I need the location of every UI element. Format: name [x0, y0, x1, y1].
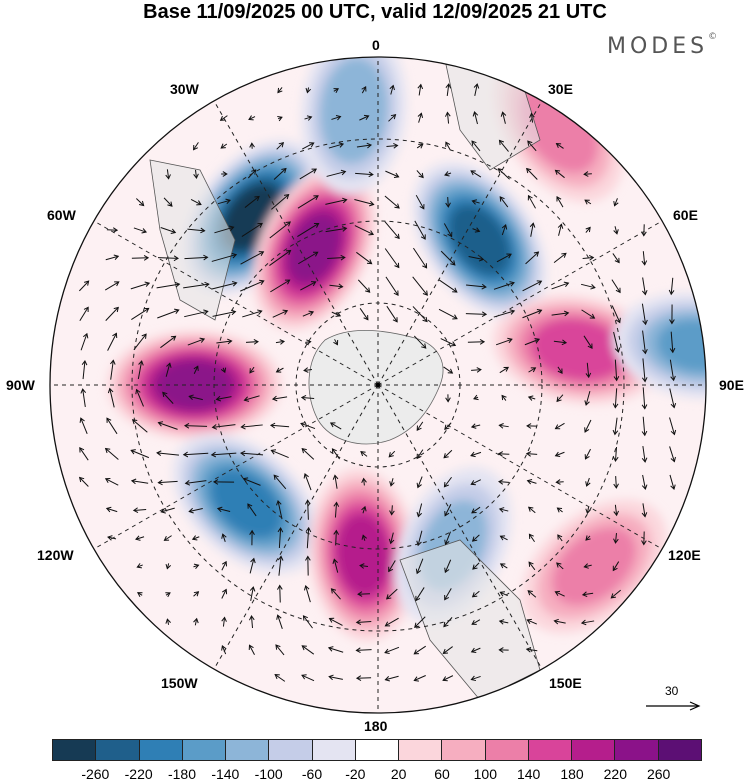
colorbar-cell — [442, 740, 485, 760]
lon-label-120w: 120W — [37, 547, 74, 563]
lon-label-0: 0 — [372, 37, 380, 53]
colorbar-cell — [140, 740, 183, 760]
colorbar-cell — [399, 740, 442, 760]
lon-label-60w: 60W — [47, 207, 76, 223]
colorbar-cell — [572, 740, 615, 760]
colorbar-tick-label: -20 — [345, 766, 365, 782]
map-disc — [40, 22, 750, 730]
colorbar-ticks: -260 -220 -180 -140 -100 -60 -20 20 60 100 140 180 2… — [0, 766, 750, 784]
colorbar-tick-label: 260 — [647, 766, 670, 782]
reference-vector-label: 30 — [665, 684, 678, 698]
colorbar-tick-label: -180 — [168, 766, 196, 782]
lon-label-150w: 150W — [161, 675, 198, 691]
colorbar-tick-label: -220 — [125, 766, 153, 782]
colorbar-cell — [226, 740, 269, 760]
colorbar-cell — [269, 740, 312, 760]
colorbar-cell — [183, 740, 226, 760]
colorbar-tick-label: -260 — [81, 766, 109, 782]
reference-vector — [646, 702, 699, 710]
colorbar-cell — [529, 740, 572, 760]
colorbar-tick-label: 140 — [517, 766, 540, 782]
lon-label-30w: 30W — [170, 81, 199, 97]
colorbar-tick-label: 100 — [474, 766, 497, 782]
colorbar-tick-label: 20 — [391, 766, 407, 782]
lon-label-120e: 120E — [668, 547, 701, 563]
colorbar-cell — [96, 740, 139, 760]
colorbar-tick-label: 180 — [560, 766, 583, 782]
colorbar-tick-label: -100 — [255, 766, 283, 782]
colorbar-cell — [356, 740, 399, 760]
lon-label-60e: 60E — [673, 207, 698, 223]
lon-label-150e: 150E — [549, 675, 582, 691]
colorbar-cell — [486, 740, 529, 760]
colorbar-tick-label: 60 — [434, 766, 450, 782]
colorbar — [52, 739, 702, 761]
colorbar-tick-label: -60 — [302, 766, 322, 782]
colorbar-cell — [659, 740, 701, 760]
colorbar-tick-label: -140 — [211, 766, 239, 782]
lon-label-90e: 90E — [719, 377, 744, 393]
south-pole — [376, 383, 381, 388]
colorbar-cell — [615, 740, 658, 760]
colorbar-cell — [313, 740, 356, 760]
lon-label-90w: 90W — [6, 377, 35, 393]
colorbar-tick-label: 220 — [604, 766, 627, 782]
lon-label-180: 180 — [364, 718, 387, 734]
lon-label-30e: 30E — [548, 81, 573, 97]
colorbar-cell — [53, 740, 96, 760]
